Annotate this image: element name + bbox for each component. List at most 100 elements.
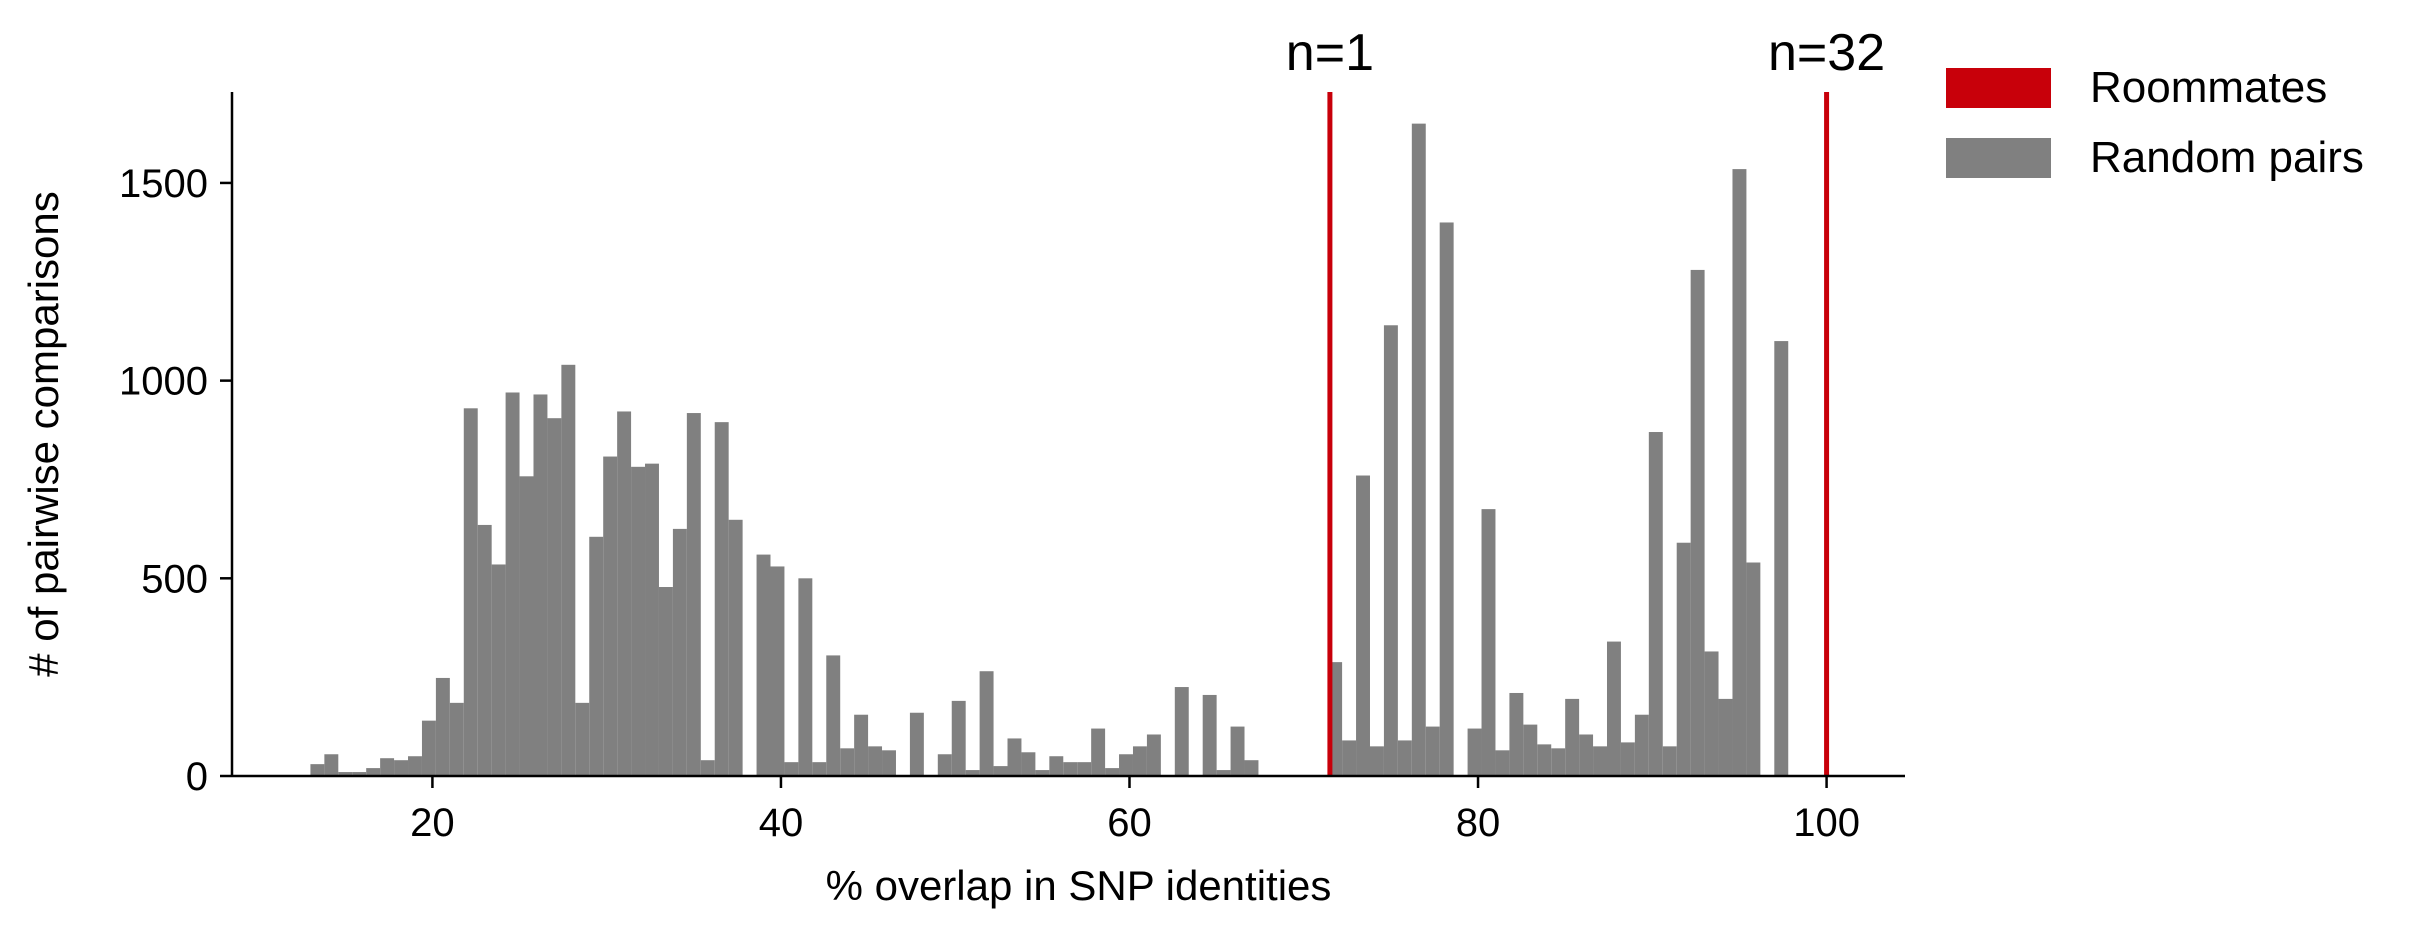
- histogram-bar: [338, 772, 353, 776]
- y-axis-label: # of pairwise comparisons: [20, 191, 67, 677]
- histogram-bar: [1481, 509, 1496, 776]
- histogram-bar: [1620, 742, 1635, 776]
- histogram-bar: [784, 762, 799, 776]
- histogram-bar: [700, 760, 715, 776]
- histogram-bar: [394, 760, 409, 776]
- histogram-bar: [1244, 760, 1259, 776]
- histogram-bar: [1774, 341, 1789, 776]
- histogram-bar: [1105, 768, 1120, 776]
- histogram-bar: [310, 764, 325, 776]
- histogram-bar: [686, 413, 701, 776]
- histogram-bar: [1035, 770, 1050, 776]
- histogram-bar: [1495, 750, 1510, 776]
- histogram-bar: [1718, 698, 1733, 776]
- histogram-bar: [658, 587, 673, 776]
- x-tick-label: 20: [410, 801, 455, 845]
- histogram-bar: [421, 720, 436, 776]
- roommate-count-label: n=1: [1286, 24, 1374, 82]
- histogram-bar: [1091, 728, 1106, 776]
- x-tick-label: 60: [1107, 801, 1152, 845]
- histogram-bar: [1676, 542, 1691, 776]
- histogram-bar: [1579, 734, 1594, 776]
- histogram-bar: [1704, 651, 1719, 776]
- histogram-bar: [756, 554, 771, 776]
- histogram-bar: [1509, 692, 1524, 776]
- histogram-bar: [533, 394, 548, 776]
- histogram-bar: [1342, 740, 1357, 776]
- histogram-bar: [645, 463, 659, 776]
- histogram-bar: [1634, 714, 1649, 776]
- histogram-bar: [1523, 724, 1538, 776]
- histogram-bar: [477, 524, 492, 776]
- histogram-bar: [1049, 756, 1064, 776]
- histogram-bar: [1565, 698, 1580, 776]
- histogram-bar: [449, 702, 464, 776]
- roommate-lines: n=1 n=32: [1286, 24, 1885, 776]
- histogram-bar: [672, 528, 687, 776]
- histogram-bar: [519, 476, 534, 776]
- histogram-bar: [1411, 123, 1426, 776]
- histogram-bar: [1021, 752, 1036, 776]
- histogram-bar: [1383, 325, 1398, 776]
- histogram-bar: [951, 700, 966, 776]
- x-tick-label: 100: [1793, 801, 1860, 845]
- histogram-bar: [1397, 740, 1412, 776]
- histogram-bar: [1007, 738, 1022, 776]
- histogram-bar: [408, 756, 422, 776]
- histogram-bar: [1132, 746, 1147, 776]
- histogram-bar: [1439, 222, 1454, 776]
- histogram-bar: [798, 578, 813, 776]
- roommate-count-label: n=32: [1768, 24, 1885, 82]
- histogram-bar: [1606, 641, 1621, 776]
- histogram-bar: [1202, 694, 1217, 776]
- legend-label: Random pairs: [2090, 133, 2364, 182]
- histogram-bar: [868, 746, 883, 776]
- legend: Roommates Random pairs: [1946, 63, 2364, 182]
- histogram-bar: [1746, 562, 1761, 776]
- histogram-bar: [463, 408, 478, 776]
- histogram-bar: [1369, 746, 1384, 776]
- histogram-bar: [826, 655, 841, 776]
- histogram-bar: [561, 364, 576, 776]
- histogram-bar: [1063, 762, 1078, 776]
- histogram-bar: [547, 418, 562, 776]
- histogram-bar: [1551, 748, 1566, 776]
- y-tick-label: 500: [141, 557, 208, 601]
- histogram-bar: [1146, 734, 1161, 776]
- histogram-bar: [909, 712, 924, 776]
- histogram-bar: [1732, 169, 1747, 776]
- histogram-bar: [505, 392, 520, 776]
- histogram-bar: [714, 422, 729, 776]
- y-tick-label: 1500: [119, 162, 208, 206]
- x-tick-label: 80: [1456, 801, 1501, 845]
- histogram-bar: [1593, 746, 1607, 776]
- histogram-bar: [840, 748, 855, 776]
- histogram-bar: [366, 768, 381, 776]
- histogram-bar: [770, 566, 785, 776]
- histogram-bar: [979, 671, 994, 776]
- histogram-bar: [617, 411, 632, 776]
- histogram-bar: [631, 466, 646, 776]
- histogram-bar: [812, 762, 827, 776]
- histogram-bar: [603, 456, 618, 776]
- y-tick-label: 0: [186, 755, 208, 799]
- histogram-bar: [993, 766, 1008, 776]
- histogram-bar: [965, 770, 980, 776]
- histogram-bar: [575, 702, 590, 776]
- histogram-bar: [1537, 744, 1552, 776]
- legend-label: Roommates: [2090, 63, 2327, 112]
- histogram-bar: [1690, 269, 1705, 776]
- histogram-bar: [1216, 770, 1231, 776]
- histogram-bar: [728, 519, 743, 776]
- histogram-bar: [380, 758, 395, 776]
- histogram-bar: [1356, 475, 1370, 776]
- histogram-bar: [435, 677, 450, 776]
- legend-swatch: [1946, 138, 2051, 178]
- histogram-bar: [1425, 726, 1440, 776]
- random-pairs-bars: [310, 123, 1789, 776]
- histogram-bar: [937, 754, 952, 776]
- histogram-bar: [1467, 728, 1482, 776]
